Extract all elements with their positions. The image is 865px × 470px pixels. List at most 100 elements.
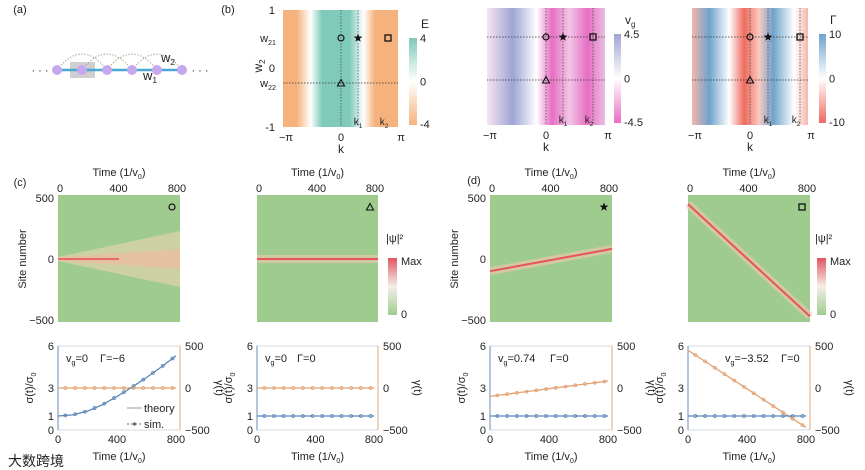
panel-label-b: (b): [221, 4, 234, 16]
time-tick: 400: [109, 183, 127, 195]
square-marker-icon: [796, 33, 804, 41]
legend-theory-label: theory: [144, 403, 175, 415]
triangle-icon: [365, 202, 375, 211]
sigma-tick: 1: [480, 411, 486, 423]
vg-annotation-end: =0: [75, 353, 88, 365]
gamma-sim-point: [310, 386, 315, 390]
gamma-sim-point: [102, 386, 107, 390]
square-icon: [384, 34, 392, 42]
star-marker-icon: [763, 32, 773, 41]
ellipsis-right: · · ·: [191, 65, 208, 77]
site-tick: 0: [480, 254, 486, 266]
time-tick: 400: [306, 434, 324, 446]
time-tick: 800: [599, 434, 617, 446]
colorbar-title: E: [421, 17, 429, 31]
sigma-sim-point: [281, 414, 286, 418]
next-nearest-hopping-arc: [81, 53, 133, 71]
site-number-axis-label: Site number: [17, 229, 29, 289]
x-tick-neg-pi: −π: [688, 130, 702, 142]
gamma-axis-label: γ(t): [843, 380, 855, 396]
x-axis-label: k: [338, 142, 345, 156]
gamma-theory-line: [687, 349, 807, 429]
sigma-sim-point: [742, 414, 746, 418]
gamma-sim-point: [722, 372, 727, 377]
y-axis-label-w2-base: w: [251, 64, 265, 74]
sigma-sim-point: [712, 414, 717, 418]
sigma-axis-label-base: σ(t)/σ: [223, 376, 235, 403]
colorbar-title-base: v: [625, 13, 631, 27]
gamma-sim-point: [272, 386, 276, 390]
sigma-sim-point: [703, 414, 708, 418]
colorbar-tick-zero: 0: [624, 74, 630, 86]
next-nearest-hopping-arc: [106, 53, 158, 71]
gamma-tick: −500: [815, 425, 840, 437]
square-icon: [796, 33, 804, 41]
y-tick-0: 0: [269, 63, 275, 75]
gamma-sim-point: [573, 383, 578, 388]
k2-label-base: k: [792, 115, 798, 126]
gamma-annotation: Γ=0: [550, 353, 569, 365]
gamma-sim-point: [141, 386, 146, 390]
time-axis-title: Time (1/v0): [524, 451, 577, 465]
sigma-sim-point: [800, 414, 805, 418]
gamma-sim-point: [800, 423, 805, 428]
sigma-sim-point: [505, 414, 510, 418]
colorbar-title: vg: [625, 13, 635, 29]
sigma-sim-point: [602, 414, 607, 418]
time-title-base: Time (1/v: [722, 451, 768, 463]
sigma-sim-point: [73, 412, 78, 417]
sigma-tick: 3: [480, 383, 486, 395]
sigma-axis-label: σ(t)/σ0: [223, 372, 237, 403]
lattice-site: [77, 65, 87, 75]
time-title-sub: 0: [138, 458, 142, 465]
ellipsis-left: · · ·: [31, 65, 48, 77]
sigma-tick: 6: [48, 341, 54, 353]
gamma-sim-point: [771, 404, 776, 408]
gamma-sim-point: [73, 386, 78, 390]
gamma-sim-point: [553, 385, 558, 390]
colorbar: [819, 34, 826, 123]
x-tick-zero: 0: [543, 130, 549, 142]
sigma-tick: 0: [480, 425, 486, 437]
gamma-sim-point: [358, 386, 363, 390]
vg-annotation-sub: g: [504, 359, 508, 367]
gamma-tick: −500: [617, 425, 642, 437]
vg-annotation-end: =0: [274, 353, 287, 365]
site-tick: 0: [48, 254, 54, 266]
time-title-sub: 0: [570, 458, 574, 465]
time-tick: 0: [687, 183, 693, 195]
colorbar-title: Γ: [830, 13, 837, 27]
time-tick: 800: [365, 434, 383, 446]
sigma-tick: 3: [678, 383, 684, 395]
sigma-theory-line: [57, 355, 177, 417]
time-tick: 800: [366, 183, 384, 195]
gamma-sim-point: [751, 391, 756, 396]
k1-label: k1: [559, 115, 568, 128]
colorbar-max-label: Max: [830, 256, 851, 268]
time-title-base: Time (1/v: [291, 451, 337, 463]
sigma-tick: 6: [678, 341, 684, 353]
triangle-marker-icon: [336, 78, 346, 87]
circle-marker-icon: [337, 34, 345, 42]
sigma-sim-point: [141, 377, 146, 382]
k2-label: k2: [585, 115, 594, 128]
gamma-annotation: Γ=0: [297, 353, 316, 365]
w1-label-base: w: [142, 68, 153, 83]
gamma-tick: 500: [617, 341, 635, 353]
gamma-theory-line: [489, 380, 609, 398]
time-title-base: Time (1/v: [92, 167, 138, 179]
gamma-sim-point: [592, 380, 597, 385]
site-tick: 500: [36, 193, 54, 205]
gamma-sim-point: [495, 393, 500, 398]
time-axis-title: Time (1/v0): [291, 167, 344, 181]
gamma-annotation: Γ=−6: [100, 353, 125, 365]
sigma-axis-label-sub: 0: [462, 372, 470, 376]
gamma-sim-point: [63, 386, 68, 390]
vg-annotation-end: =−3.52: [734, 353, 768, 365]
gamma-annotation: Γ=0: [781, 353, 800, 365]
w2-label: w2: [160, 50, 175, 67]
